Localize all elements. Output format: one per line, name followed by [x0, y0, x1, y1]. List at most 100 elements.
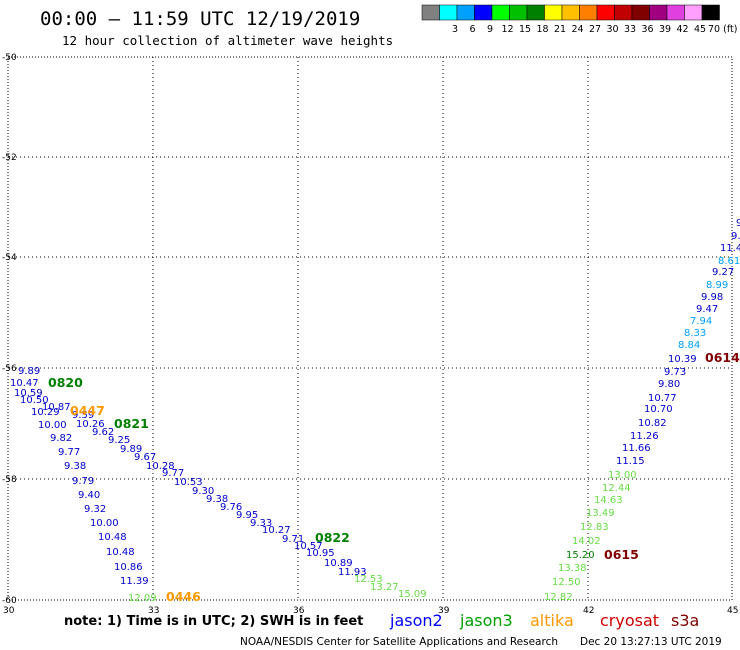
swh-label: 9.25 — [108, 435, 130, 446]
swh-label: 13.49 — [586, 508, 615, 519]
swh-label: 10.29 — [31, 407, 60, 418]
swh-label: 11.66 — [622, 443, 651, 454]
map-frame — [7, 56, 733, 601]
legend-swatch — [474, 4, 493, 21]
lon-label: 33 — [148, 606, 159, 616]
swh-label: 9.47 — [696, 304, 718, 315]
swh-label: 11.15 — [616, 456, 645, 467]
legend-swatch — [509, 4, 528, 21]
swh-label: 10.26 — [76, 419, 105, 430]
swh-label: 10.89 — [324, 558, 353, 569]
swh-label: 8.33 — [684, 328, 706, 339]
legend-label: 33 — [624, 24, 636, 35]
swh-label: 9.30 — [192, 486, 214, 497]
footer-agency: NOAA/NESDIS Center for Satellite Applica… — [240, 636, 558, 648]
lat-axis-labels: -50 -52 -54 -56 -58 -60 — [2, 53, 17, 606]
units-note: note: 1) Time is in UTC; 2) SWH is in fe… — [64, 614, 363, 629]
swh-label: 8.99 — [706, 280, 728, 291]
swh-label: 7.94 — [690, 316, 712, 327]
legend-swatch — [544, 4, 563, 21]
lon-label: 42 — [583, 606, 594, 616]
lat-label: -56 — [2, 364, 17, 374]
swh-label: 9.32 — [84, 504, 106, 515]
swh-label: 12.83 — [580, 522, 609, 533]
swh-label: 9.80 — [658, 379, 680, 390]
pass-time-label: 0615 — [604, 547, 639, 562]
swh-label: 15.20 — [566, 550, 595, 561]
legend-swatch — [456, 4, 475, 21]
swh-label: 10.77 — [648, 393, 677, 404]
legend-label: 27 — [589, 24, 601, 35]
satellite-legend: jason2 jason3 altika cryosat s3a — [389, 611, 699, 630]
swh-label: 12.09 — [128, 593, 157, 604]
swh-label: 9.95 — [236, 510, 258, 521]
legend-label: 36 — [641, 24, 653, 35]
map-subtitle: 12 hour collection of altimeter wave hei… — [62, 33, 393, 48]
lat-label: -52 — [2, 153, 17, 163]
swh-label: 10.00 — [90, 518, 119, 529]
swh-label: 11.39 — [120, 576, 149, 587]
legend-label: 21 — [554, 24, 566, 35]
lat-label: -60 — [2, 596, 17, 606]
pass-time-label: 0614 — [705, 350, 740, 365]
legend-swatch — [596, 4, 615, 21]
swh-color-legend: 3 6 9 12 15 18 21 24 27 30 33 36 39 42 45 70 (ft) — [421, 4, 737, 35]
lon-label: 36 — [293, 606, 305, 616]
legend-label: 42 — [676, 24, 688, 35]
legend-swatch — [491, 4, 510, 21]
pass-time-label: 0822 — [315, 530, 350, 545]
map-grid — [7, 56, 733, 601]
swh-label: 9.38 — [64, 461, 86, 472]
swh-label: 10.39 — [668, 354, 697, 365]
swh-label: 11.4 — [720, 243, 740, 254]
swh-label: 10.48 — [98, 532, 127, 543]
swh-label: 8.84 — [678, 340, 700, 351]
swh-label: 10.48 — [106, 547, 135, 558]
legend-swatch — [439, 4, 458, 21]
swh-label: 15.09 — [398, 589, 427, 600]
legend-swatch — [421, 4, 440, 21]
lon-axis-labels: 30 33 36 39 42 45 — [3, 606, 738, 616]
lon-label: 39 — [438, 606, 450, 616]
swh-label: 12.82 — [544, 592, 573, 603]
swh-label: 9.82 — [50, 433, 72, 444]
swh-label: 10.47 — [10, 378, 39, 389]
legend-swatch — [631, 4, 650, 21]
legend-swatch — [701, 4, 720, 21]
swh-label: 12.44 — [602, 483, 631, 494]
swh-label: 9.71 — [282, 534, 304, 545]
satellite-legend-altika: altika — [530, 611, 574, 630]
swh-label: 10.50 — [20, 395, 49, 406]
legend-swatch — [526, 4, 545, 21]
swh-label: 9.62 — [92, 427, 114, 438]
swh-label: 10.27 — [262, 525, 291, 536]
satellite-legend-jason3: jason3 — [459, 611, 513, 630]
swh-label: 9.76 — [220, 502, 242, 513]
footer-timestamp: Dec 20 13:27:13 UTC 2019 — [580, 636, 722, 648]
swh-label: 12.50 — [552, 577, 581, 588]
swh-label: 13.27 — [370, 582, 399, 593]
legend-swatch — [561, 4, 580, 21]
lon-label: 30 — [3, 606, 15, 616]
legend-label: 24 — [571, 24, 583, 35]
legend-label: 30 — [606, 24, 618, 35]
swh-label: 10.00 — [38, 420, 67, 431]
swh-label: 9.77 — [162, 468, 184, 479]
swh-label: 8.61 — [718, 256, 740, 267]
swh-label: 10.95 — [306, 548, 335, 559]
lat-label: -58 — [2, 475, 17, 485]
swh-label: 9.89 — [120, 444, 142, 455]
lon-label: 45 — [727, 606, 738, 616]
swh-label: 9. — [731, 231, 740, 242]
swh-label: 10.57 — [294, 541, 323, 552]
swh-label: 9.38 — [206, 494, 228, 505]
lat-label: -54 — [2, 253, 17, 263]
swh-label: 9.40 — [78, 490, 100, 501]
legend-label: 12 — [501, 24, 513, 35]
legend-label: 6 — [469, 24, 475, 35]
swh-label: 9. — [736, 218, 740, 229]
swh-label: 10.82 — [638, 418, 667, 429]
legend-label: 3 — [452, 24, 458, 35]
swh-label: 9.77 — [58, 447, 80, 458]
